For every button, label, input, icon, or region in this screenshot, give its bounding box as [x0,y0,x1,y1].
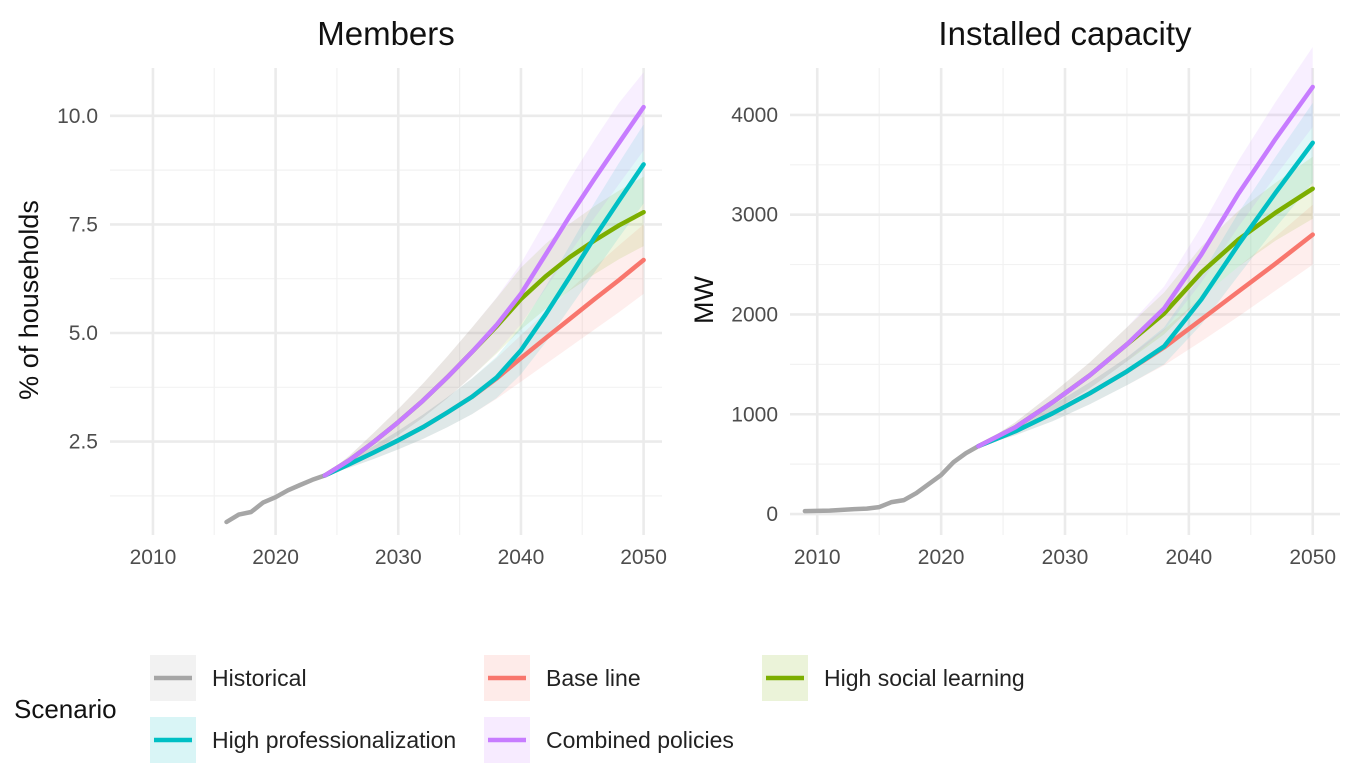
y-tick-label: 3000 [731,204,778,227]
x-tick-label: 2040 [1166,546,1213,569]
combined-policies-line [976,84,1315,449]
high-social-learning-ribbon [978,156,1313,447]
y-axis-title: MW [689,276,719,324]
x-tick-label: 2050 [620,546,667,569]
y-tick-label: 7.5 [69,213,98,236]
x-tick-label: 2030 [1042,546,1089,569]
x-tick-label: 2040 [498,546,545,569]
grid [790,68,1340,535]
high-professionalization-line [322,162,646,478]
legend-item-high-professionalization: High professionalization [150,717,456,763]
y-axis-title: % of households [14,200,44,400]
combined-policies-line [322,104,646,478]
legend-item-base-line: Base line [484,655,641,701]
legend-item-high-social-learning: High social learning [762,655,1025,701]
y-tick-label: 2.5 [69,431,98,454]
scenario-legend: Scenario Historical Base line High social l… [14,655,1025,763]
high-professionalization-ribbon [324,124,644,476]
high-professionalization-line [976,140,1315,449]
members-panel: 2010 2020 2030 2040 2050 2.5 5.0 7.5 10.0 Members… [14,15,667,569]
high-social-learning-ribbon [324,176,644,476]
panel-title: Installed capacity [938,15,1192,52]
grid [110,68,662,535]
panel-title: Members [317,15,455,52]
x-tick-label: 2050 [1289,546,1336,569]
y-tick-label: 2000 [731,303,778,326]
installed-capacity-panel: 2010 2020 2030 2040 2050 0 1000 2000 3000 4000 Ins… [689,15,1340,569]
legend-label: Base line [546,665,641,691]
legend-label: High social learning [824,665,1025,691]
y-tick-label: 4000 [731,104,778,127]
legend-title: Scenario [14,694,117,724]
historical-line [224,473,327,525]
legend-label: Historical [212,665,307,691]
historical-line [802,443,981,514]
y-tick-label: 5.0 [69,322,98,345]
legend-label: High professionalization [212,727,456,753]
legend-item-combined-policies: Combined policies [484,717,734,763]
x-tick-label: 2020 [252,546,299,569]
x-tick-label: 2010 [130,546,177,569]
x-tick-label: 2020 [918,546,965,569]
x-tick-label: 2010 [794,546,841,569]
legend-label: Combined policies [546,727,734,753]
legend-item-historical: Historical [150,655,307,701]
y-tick-label: 10.0 [57,105,98,128]
y-tick-label: 0 [766,503,778,526]
y-tick-label: 1000 [731,403,778,426]
x-tick-label: 2030 [375,546,422,569]
